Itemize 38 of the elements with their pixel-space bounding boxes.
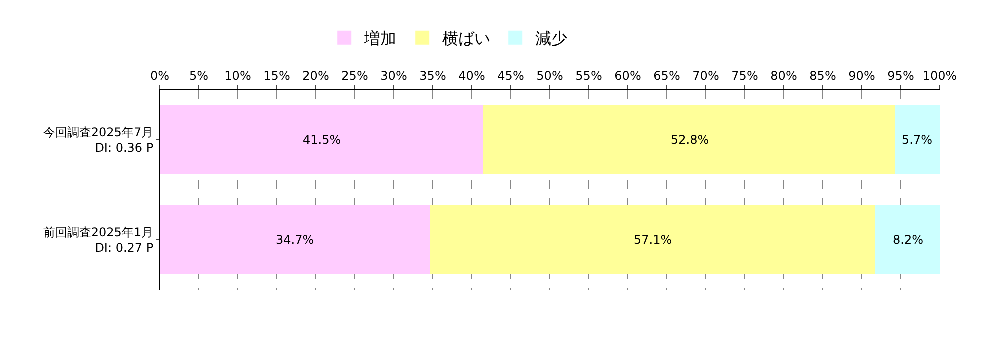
data-label: 8.2%: [893, 233, 924, 247]
x-tick-label: 85%: [810, 69, 836, 84]
y-tick-label: 前回調査2025年1月 DI: 0.27 P: [43, 225, 154, 255]
x-tick-label: 95%: [888, 69, 914, 84]
x-tick-label: 55%: [576, 69, 602, 84]
x-tick-label: 35%: [420, 69, 446, 84]
legend-label: 減少: [536, 29, 568, 48]
x-tick-label: 0%: [150, 69, 170, 84]
bar: [160, 106, 484, 174]
x-tick-label: 60%: [614, 69, 642, 84]
bar: [160, 206, 432, 274]
legend-label: 横ばい: [442, 29, 491, 48]
data-label: 52.8%: [671, 133, 710, 147]
x-tick-label: 100%: [922, 69, 958, 84]
x-tick-label: 20%: [302, 69, 330, 84]
x-tick-label: 5%: [189, 69, 209, 84]
x-tick-label: 50%: [536, 69, 564, 84]
x-tick-label: 25%: [342, 69, 368, 84]
x-tick-label: 15%: [264, 69, 290, 84]
data-label: 5.7%: [902, 133, 932, 147]
data-label: 41.5%: [303, 133, 342, 147]
x-tick-label: 45%: [498, 69, 524, 84]
bar: [430, 206, 877, 274]
bar: [876, 206, 940, 274]
x-tick-label: 80%: [770, 69, 798, 84]
x-tick-label: 70%: [692, 69, 720, 84]
data-label: 57.1%: [634, 233, 672, 247]
x-tick-label: 75%: [732, 69, 758, 84]
data-label: 34.7%: [276, 233, 314, 247]
x-tick-label: 10%: [224, 69, 252, 84]
x-tick-label: 65%: [654, 69, 680, 84]
bar: [483, 106, 896, 174]
x-tick-label: 40%: [458, 69, 486, 84]
legend-label: 増加: [364, 29, 397, 48]
x-tick-label: 90%: [848, 69, 876, 84]
x-tick-label: 30%: [380, 69, 408, 84]
y-tick-label: 今回調査2025年7月 DI: 0.36 P: [43, 125, 154, 155]
bar: [895, 106, 940, 174]
